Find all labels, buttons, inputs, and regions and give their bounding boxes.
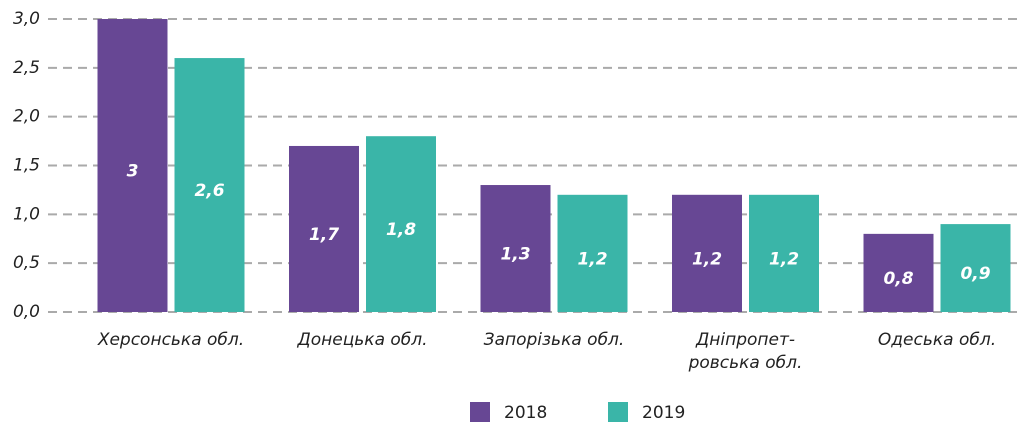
y-tick-label: 1,0 [13,204,40,224]
data-label: 1,8 [386,220,416,240]
bar [672,194,742,312]
data-label: 1,3 [500,245,530,265]
y-tick-label: 3,0 [13,9,40,29]
data-label: 1,2 [692,249,722,269]
y-tick-label: 2,0 [13,107,40,127]
bar [366,136,436,312]
data-label: 3 [127,162,139,182]
bar [97,19,168,312]
x-tick-label: Запорізька обл. [484,330,625,350]
x-tick-label: Одеська обл. [878,330,996,350]
data-label: 1,7 [309,225,339,245]
legend-swatch [470,402,490,422]
y-tick-label: 2,5 [13,58,40,78]
legend-label: 2018 [504,403,547,423]
data-label: 1,2 [577,249,607,269]
y-tick-label: 0,0 [13,302,40,322]
bar [174,58,245,312]
data-label: 0,8 [883,269,913,289]
y-tick-label: 0,5 [13,253,40,273]
x-tick-label: Дніпропет-ровська обл. [688,330,803,373]
y-tick-label: 1,5 [13,156,40,176]
bar [940,224,1011,312]
data-label: 2,6 [194,181,224,201]
bar [289,145,359,312]
x-tick-label: Херсонська обл. [97,330,244,350]
legend-swatch [608,402,628,422]
data-label: 0,9 [960,264,990,284]
bar [557,194,628,312]
bar [749,194,819,312]
bar [480,185,551,312]
x-tick-label: Донецька обл. [296,330,427,350]
data-label: 1,2 [769,249,799,269]
legend-label: 2019 [642,403,685,423]
bar [863,233,934,312]
